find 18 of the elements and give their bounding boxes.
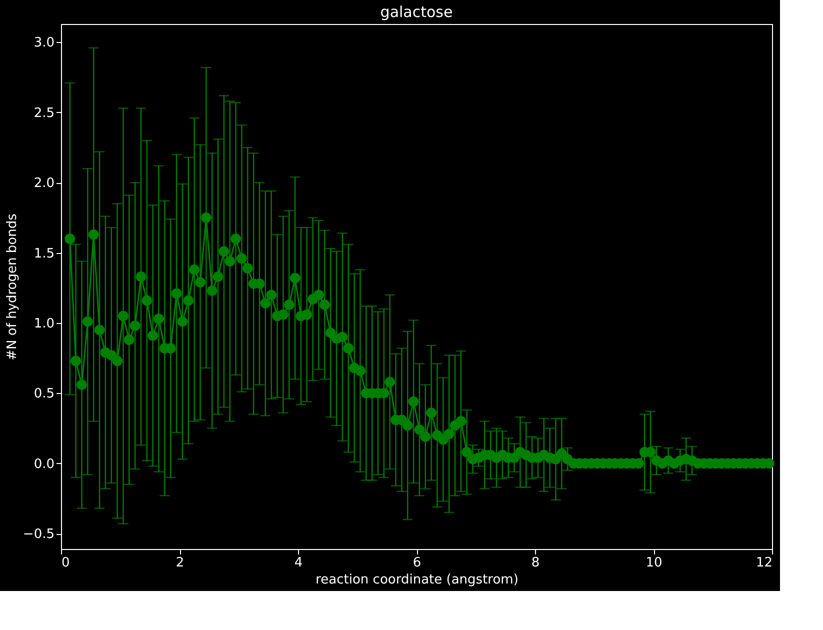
y-tick-label: 3.0 <box>34 36 54 51</box>
x-tick-label: 2 <box>176 556 184 570</box>
y-tick-label: 0.0 <box>34 456 54 472</box>
x-tick-label: 6 <box>412 556 422 570</box>
x-tick-label: 4 <box>294 556 303 570</box>
x-tick-label: 0 <box>62 556 70 570</box>
x-tick-label: 8 <box>531 556 540 570</box>
y-tick-label: −0.5 <box>22 527 54 542</box>
y-tick-label: 2.5 <box>34 106 54 121</box>
y-tick-label: 0.5 <box>34 386 54 402</box>
chart-title: galactose <box>380 3 453 21</box>
x-tick-label: 10 <box>646 556 662 570</box>
x-tick-label: 12 <box>756 556 772 570</box>
y-axis-title: #N of hydrogen bonds <box>4 213 20 360</box>
y-tick-label: 2.0 <box>34 176 54 192</box>
x-axis-title: reaction coordinate (angstrom) <box>316 572 518 588</box>
y-tick-label: 1.0 <box>34 316 54 332</box>
y-tick-label: 1.5 <box>34 246 54 262</box>
